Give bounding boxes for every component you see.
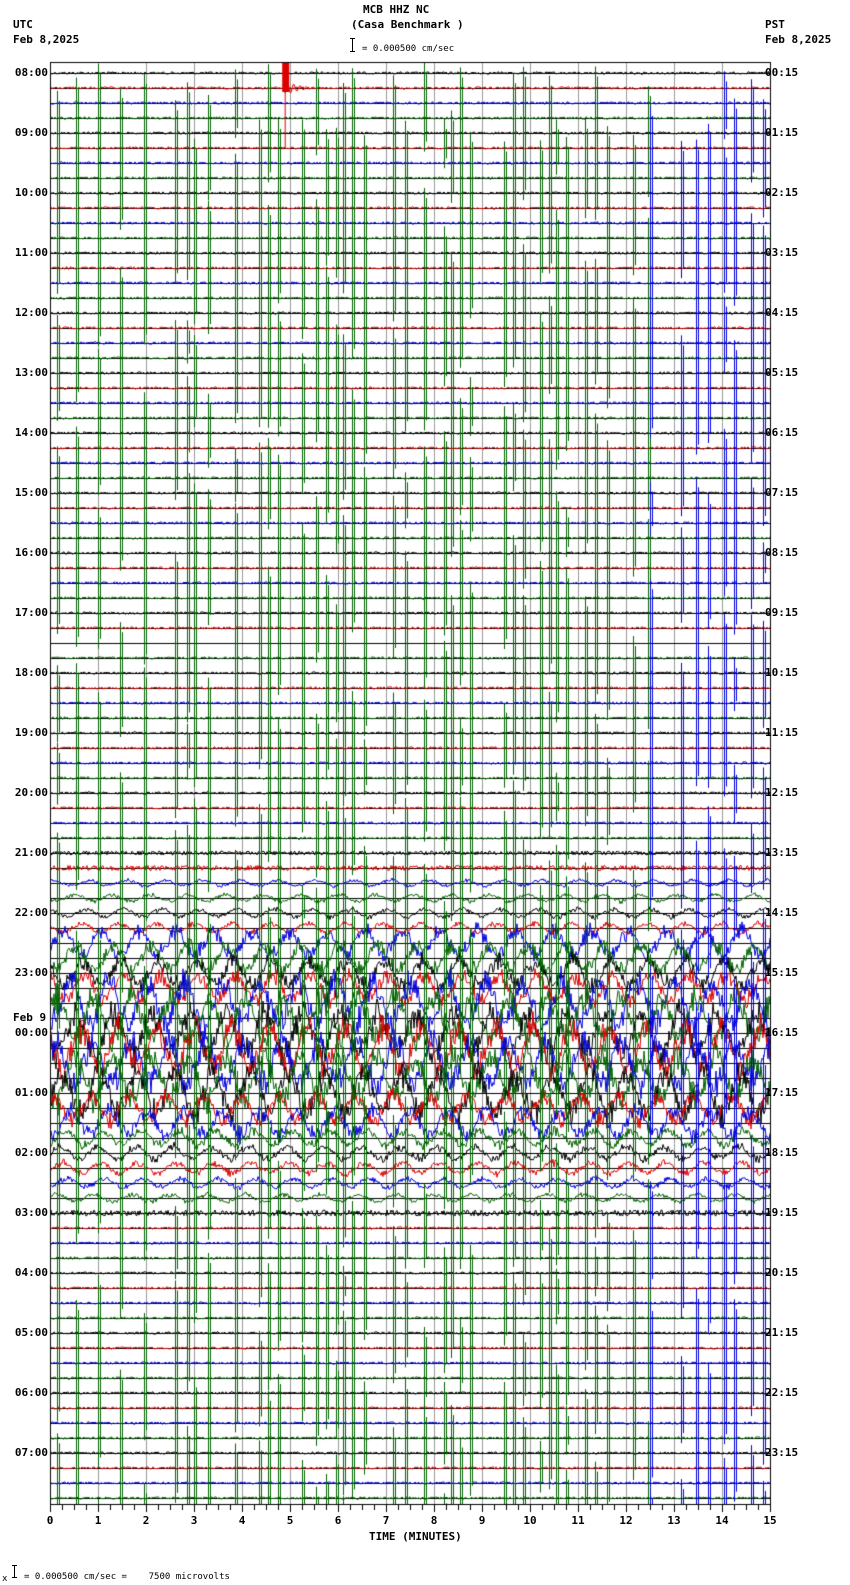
x-tick-label: 4 (238, 1514, 246, 1527)
pst-hour-label: 03:15 (765, 246, 799, 259)
utc-hour-label: 03:00 (14, 1206, 48, 1219)
pst-hour-label: 14:15 (765, 906, 799, 919)
x-tick-label: 2 (142, 1514, 150, 1527)
utc-hour-label: 21:00 (14, 846, 48, 859)
utc-hour-label: 00:00 (14, 1026, 48, 1039)
utc-hour-label: 02:00 (14, 1146, 48, 1159)
pst-hour-label: 02:15 (765, 186, 799, 199)
utc-hour-label: 17:00 (14, 606, 48, 619)
utc-hour-label: 09:00 (14, 126, 48, 139)
x-tick-label: 7 (382, 1514, 390, 1527)
pst-hour-label: 00:15 (765, 66, 799, 79)
pst-hour-label: 18:15 (765, 1146, 799, 1159)
utc-hour-label: 14:00 (14, 426, 48, 439)
utc-hour-label: 15:00 (14, 486, 48, 499)
pst-hour-label: 08:15 (765, 546, 799, 559)
pst-hour-label: 10:15 (765, 666, 799, 679)
x-tick-label: 11 (571, 1514, 585, 1527)
pst-hour-label: 15:15 (765, 966, 799, 979)
x-tick-label: 9 (478, 1514, 486, 1527)
pst-hour-label: 20:15 (765, 1266, 799, 1279)
date-change-label: Feb 9 (13, 1011, 47, 1024)
footer-scale-bar-icon (12, 1565, 17, 1578)
pst-hour-label: 11:15 (765, 726, 799, 739)
utc-hour-label: 11:00 (14, 246, 48, 259)
pst-hour-label: 17:15 (765, 1086, 799, 1099)
utc-hour-label: 19:00 (14, 726, 48, 739)
x-tick-label: 12 (619, 1514, 633, 1527)
utc-hour-label: 13:00 (14, 366, 48, 379)
pst-hour-label: 19:15 (765, 1206, 799, 1219)
pst-hour-label: 05:15 (765, 366, 799, 379)
pst-hour-label: 04:15 (765, 306, 799, 319)
x-tick-label: 10 (523, 1514, 537, 1527)
pst-hour-label: 21:15 (765, 1326, 799, 1339)
utc-hour-label: 16:00 (14, 546, 48, 559)
pst-hour-label: 16:15 (765, 1026, 799, 1039)
x-tick-label: 14 (715, 1514, 729, 1527)
x-tick-label: 0 (46, 1514, 54, 1527)
x-tick-label: 5 (286, 1514, 294, 1527)
x-axis-title: TIME (MINUTES) (369, 1530, 462, 1543)
utc-hour-label: 18:00 (14, 666, 48, 679)
x-tick-label: 13 (667, 1514, 681, 1527)
x-tick-label: 3 (190, 1514, 198, 1527)
footer-scale-text: = 0.000500 cm/sec = 7500 microvolts (24, 1572, 230, 1582)
utc-hour-label: 20:00 (14, 786, 48, 799)
pst-hour-label: 13:15 (765, 846, 799, 859)
utc-hour-label: 04:00 (14, 1266, 48, 1279)
utc-hour-label: 06:00 (14, 1386, 48, 1399)
pst-hour-label: 07:15 (765, 486, 799, 499)
utc-hour-label: 05:00 (14, 1326, 48, 1339)
x-tick-label: 8 (430, 1514, 438, 1527)
pst-hour-label: 22:15 (765, 1386, 799, 1399)
utc-hour-label: 22:00 (14, 906, 48, 919)
x-tick-label: 15 (763, 1514, 777, 1527)
pst-hour-label: 23:15 (765, 1446, 799, 1459)
pst-hour-label: 12:15 (765, 786, 799, 799)
x-tick-label: 1 (94, 1514, 102, 1527)
footer-prefix: x (2, 1574, 8, 1584)
utc-hour-label: 07:00 (14, 1446, 48, 1459)
utc-hour-label: 23:00 (14, 966, 48, 979)
pst-hour-label: 06:15 (765, 426, 799, 439)
pst-hour-label: 09:15 (765, 606, 799, 619)
pst-hour-label: 01:15 (765, 126, 799, 139)
utc-hour-label: 08:00 (14, 66, 48, 79)
utc-hour-label: 12:00 (14, 306, 48, 319)
utc-hour-label: 10:00 (14, 186, 48, 199)
x-tick-label: 6 (334, 1514, 342, 1527)
utc-hour-label: 01:00 (14, 1086, 48, 1099)
